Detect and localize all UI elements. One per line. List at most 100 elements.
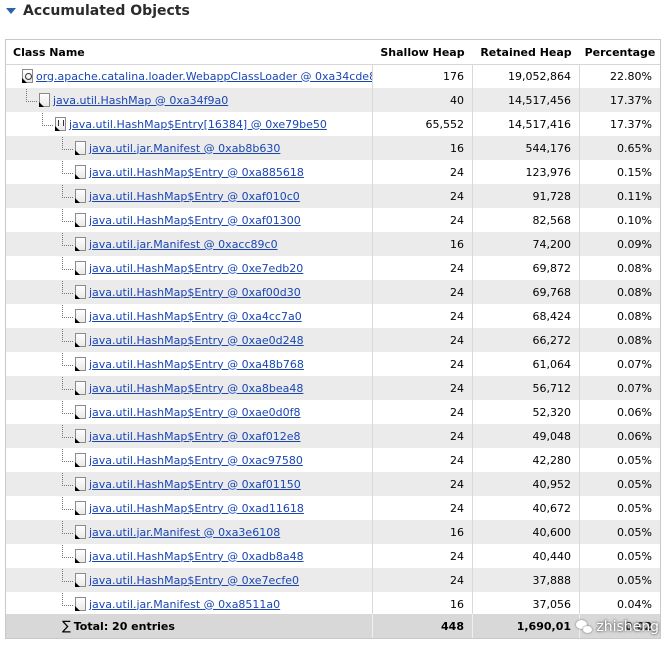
class-name-cell: java.util.HashMap$Entry @ 0xae0d0f8 — [6, 400, 372, 424]
object-icon — [75, 189, 86, 203]
class-name-cell: java.util.jar.Manifest @ 0xacc89c0 — [6, 232, 372, 256]
table-header-row: Class Name Shallow Heap Retained Heap Pe… — [6, 40, 660, 65]
object-link[interactable]: java.util.HashMap$Entry @ 0xaf00d30 — [89, 285, 301, 299]
percentage-cell: 0.08% — [579, 280, 660, 304]
object-link[interactable]: java.util.HashMap @ 0xa34f9a0 — [53, 93, 229, 107]
table-row[interactable]: java.util.HashMap @ 0xa34f9a0 40 14,517,45… — [6, 88, 660, 112]
object-icon — [75, 405, 86, 419]
object-icon — [75, 165, 86, 179]
percentage-cell: 17.37% — [579, 112, 660, 136]
object-link[interactable]: java.util.HashMap$Entry @ 0xad11618 — [89, 501, 304, 515]
table-row[interactable]: java.util.HashMap$Entry @ 0xa885618 24 123… — [6, 160, 660, 184]
column-header-shallow-heap[interactable]: Shallow Heap — [372, 40, 472, 64]
section-header[interactable]: Accumulated Objects — [0, 0, 667, 22]
tree-connector — [26, 88, 37, 102]
class-name-cell: java.util.HashMap$Entry @ 0xa4cc7a0 — [6, 304, 372, 328]
table-row[interactable]: java.util.HashMap$Entry @ 0xaf012e8 24 49,… — [6, 424, 660, 448]
shallow-heap-cell: 24 — [372, 376, 472, 400]
object-link[interactable]: java.util.jar.Manifest @ 0xacc89c0 — [89, 237, 278, 251]
table-row[interactable]: java.util.HashMap$Entry @ 0xac97580 24 42,… — [6, 448, 660, 472]
table-row[interactable]: java.util.HashMap$Entry @ 0xadb8a48 24 40,… — [6, 544, 660, 568]
table-row[interactable]: java.util.jar.Manifest @ 0xacc89c0 16 74,2… — [6, 232, 660, 256]
object-icon — [75, 381, 86, 395]
object-link[interactable]: java.util.HashMap$Entry @ 0xadb8a48 — [89, 549, 304, 563]
shallow-heap-cell: 24 — [372, 448, 472, 472]
array-object-icon — [55, 117, 66, 131]
table-row[interactable]: java.util.HashMap$Entry @ 0xad11618 24 40,… — [6, 496, 660, 520]
object-link[interactable]: java.util.HashMap$Entry @ 0xa885618 — [89, 165, 304, 179]
table-row[interactable]: java.util.HashMap$Entry @ 0xae0d0f8 24 52,… — [6, 400, 660, 424]
tree-connector — [62, 400, 73, 414]
percentage-cell: 0.11% — [579, 184, 660, 208]
shallow-heap-cell: 24 — [372, 568, 472, 592]
table-row[interactable]: org.apache.catalina.loader.WebappClassLo… — [6, 64, 660, 88]
object-icon — [39, 93, 50, 107]
table-row[interactable]: java.util.HashMap$Entry @ 0xa48b768 24 61,… — [6, 352, 660, 376]
class-name-cell: java.util.HashMap$Entry[16384] @ 0xe79be… — [6, 112, 372, 136]
table-row[interactable]: java.util.HashMap$Entry @ 0xaf01300 24 82,… — [6, 208, 660, 232]
percentage-cell: 0.05% — [579, 520, 660, 544]
shallow-heap-cell: 24 — [372, 304, 472, 328]
table-row[interactable]: java.util.HashMap$Entry[16384] @ 0xe79be… — [6, 112, 660, 136]
object-link[interactable]: org.apache.catalina.loader.WebappClassLo… — [36, 69, 372, 83]
table-row[interactable]: java.util.HashMap$Entry @ 0xa4cc7a0 24 68,… — [6, 304, 660, 328]
object-link[interactable]: java.util.HashMap$Entry @ 0xac97580 — [89, 453, 303, 467]
retained-heap-cell: 37,888 — [472, 568, 579, 592]
retained-heap-cell: 37,056 — [472, 592, 579, 616]
class-name-cell: java.util.HashMap$Entry @ 0xaf010c0 — [6, 184, 372, 208]
object-link[interactable]: java.util.HashMap$Entry @ 0xaf01300 — [89, 213, 301, 227]
percentage-cell: 0.06% — [579, 424, 660, 448]
object-icon — [75, 141, 86, 155]
triangle-down-icon[interactable] — [6, 8, 16, 14]
table-row[interactable]: java.util.jar.Manifest @ 0xa8511a0 16 37,0… — [6, 592, 660, 616]
tree-connector — [62, 448, 73, 462]
column-header-percentage[interactable]: Percentage — [579, 40, 660, 64]
percentage-cell: 0.05% — [579, 472, 660, 496]
column-header-retained-heap[interactable]: Retained Heap — [472, 40, 579, 64]
object-link[interactable]: java.util.jar.Manifest @ 0xa3e6108 — [89, 525, 281, 539]
shallow-heap-cell: 16 — [372, 520, 472, 544]
object-link[interactable]: java.util.HashMap$Entry @ 0xa48b768 — [89, 357, 304, 371]
table-row[interactable]: java.util.HashMap$Entry @ 0xaf010c0 24 91,… — [6, 184, 660, 208]
object-link[interactable]: java.util.HashMap$Entry @ 0xae0d248 — [89, 333, 304, 347]
object-link[interactable]: java.util.HashMap$Entry @ 0xaf012e8 — [89, 429, 301, 443]
object-link[interactable]: java.util.HashMap$Entry[16384] @ 0xe79be… — [69, 117, 327, 131]
tree-connector — [62, 280, 73, 294]
shallow-heap-cell: 24 — [372, 496, 472, 520]
retained-heap-cell: 14,517,416 — [472, 112, 579, 136]
object-link[interactable]: java.util.HashMap$Entry @ 0xe7edb20 — [89, 261, 304, 275]
object-link[interactable]: java.util.HashMap$Entry @ 0xe7ecfe0 — [89, 573, 300, 587]
table-row[interactable]: java.util.jar.Manifest @ 0xab8b630 16 544,… — [6, 136, 660, 160]
table-row[interactable]: java.util.HashMap$Entry @ 0xe7ecfe0 24 37,… — [6, 568, 660, 592]
percentage-cell: 0.09% — [579, 232, 660, 256]
object-icon — [75, 453, 86, 467]
column-header-class-name[interactable]: Class Name — [13, 45, 85, 59]
object-icon — [75, 477, 86, 491]
retained-heap-cell: 49,048 — [472, 424, 579, 448]
object-link[interactable]: java.util.HashMap$Entry @ 0xa4cc7a0 — [89, 309, 302, 323]
percentage-cell: 0.05% — [579, 544, 660, 568]
object-link[interactable]: java.util.HashMap$Entry @ 0xaf01150 — [89, 477, 301, 491]
watermark-text: zhisheng — [596, 619, 659, 635]
retained-heap-cell: 91,728 — [472, 184, 579, 208]
object-icon — [75, 261, 86, 275]
table-row[interactable]: java.util.HashMap$Entry @ 0xaf00d30 24 69,… — [6, 280, 660, 304]
table-row[interactable]: java.util.HashMap$Entry @ 0xe7edb20 24 69,… — [6, 256, 660, 280]
table-row[interactable]: java.util.HashMap$Entry @ 0xaf01150 24 40,… — [6, 472, 660, 496]
object-icon — [75, 525, 86, 539]
retained-heap-cell: 61,064 — [472, 352, 579, 376]
object-link[interactable]: java.util.HashMap$Entry @ 0xaf010c0 — [89, 189, 300, 203]
object-icon — [75, 285, 86, 299]
class-name-cell: java.util.jar.Manifest @ 0xa3e6108 — [6, 520, 372, 544]
object-link[interactable]: java.util.jar.Manifest @ 0xa8511a0 — [89, 597, 281, 611]
table-row[interactable]: java.util.HashMap$Entry @ 0xa8bea48 24 56,… — [6, 376, 660, 400]
table-row[interactable]: java.util.jar.Manifest @ 0xa3e6108 16 40,6… — [6, 520, 660, 544]
object-link[interactable]: java.util.jar.Manifest @ 0xab8b630 — [89, 141, 281, 155]
retained-heap-cell: 544,176 — [472, 136, 579, 160]
table-row[interactable]: java.util.HashMap$Entry @ 0xae0d248 24 66,… — [6, 328, 660, 352]
object-link[interactable]: java.util.HashMap$Entry @ 0xa8bea48 — [89, 381, 304, 395]
retained-heap-cell: 19,052,864 — [472, 64, 579, 88]
object-link[interactable]: java.util.HashMap$Entry @ 0xae0d0f8 — [89, 405, 301, 419]
retained-heap-cell: 52,320 — [472, 400, 579, 424]
total-label-cell: ∑ Total: 20 entries — [6, 614, 372, 638]
